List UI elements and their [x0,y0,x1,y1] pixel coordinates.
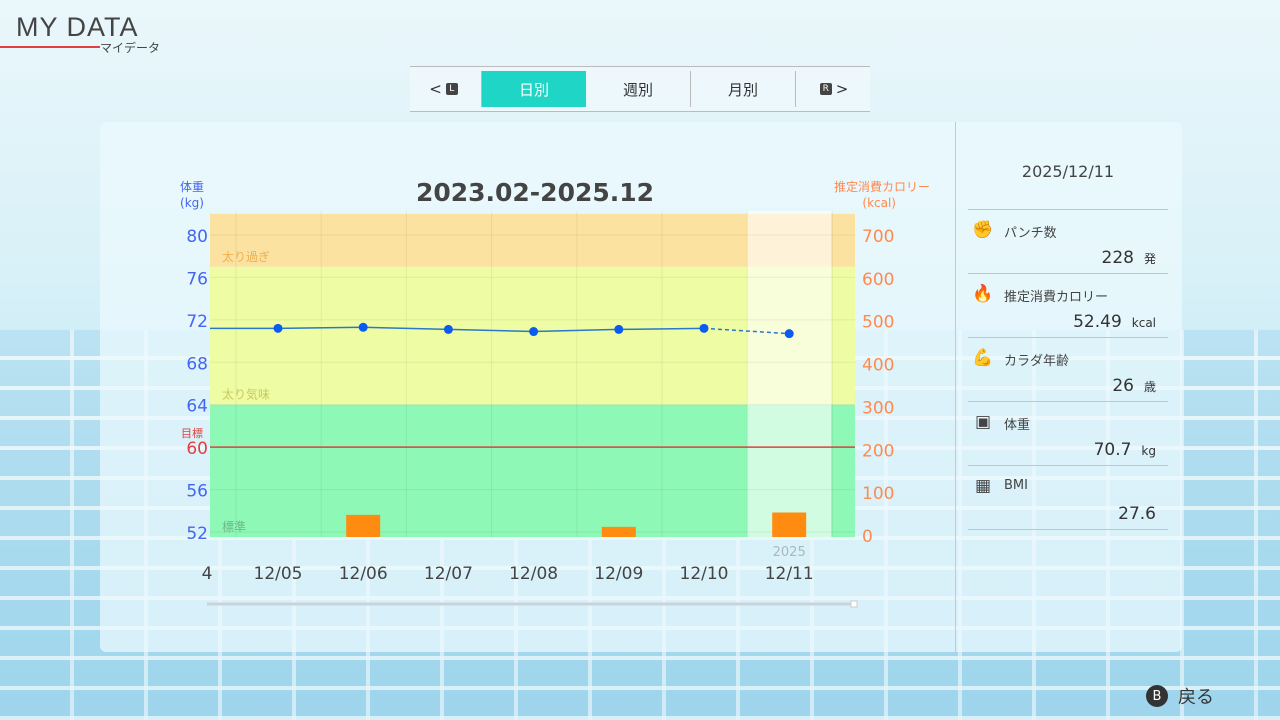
zone-label: 太り気味 [222,387,270,402]
y-right-tick: 400 [862,356,894,376]
zone-label: 太り過ぎ [222,249,270,264]
calorie-bar [772,512,807,537]
calorie-bar [601,526,636,537]
next-tab-button[interactable]: R > [796,71,868,107]
l-key-icon: L [445,83,458,95]
weight-point [358,322,368,332]
day-detail: 2025/12/11 ✊ パンチ数 228 発 🔥 推定消費カロリー 52.49 kc… [968,150,1168,530]
x-tick: 12/06 [339,564,388,584]
stat-number: 52.49 [1073,312,1122,332]
weight-point [699,323,709,333]
stat-label: カラダ年齢 [1004,354,1070,369]
stat-row: ▦ BMI 27.6 [968,465,1168,529]
stat-label: 推定消費カロリー [1004,290,1109,305]
y-right-tick: 300 [862,398,894,418]
chevron-right-icon: > [835,80,849,98]
back-button[interactable]: B 戻る [1146,683,1214,709]
x-tick: 12/07 [424,564,473,584]
page-subtitle: マイデータ [100,41,161,55]
y-right-tick: 600 [862,270,894,290]
target-label: 目標 [181,426,203,440]
stat-value: 228 発 [1102,248,1156,268]
chart-scrollbar-thumb[interactable] [850,600,858,608]
y-left-tick: 52 [186,524,208,544]
zone-label: 標準 [222,519,246,534]
y-left-tick: 64 [186,397,208,417]
y-left-tick: 76 [186,269,208,289]
x-tick: 12/09 [594,564,643,584]
stat-value: 70.7 kg [1094,440,1156,460]
y-left-tick: 72 [186,312,208,332]
scale-icon: ▣ [974,412,992,432]
stat-value: 52.49 kcal [1073,312,1156,332]
chevron-left-icon: < [429,80,442,98]
stat-number: 228 [1101,248,1134,268]
stat-number: 26 [1112,376,1134,396]
y-right-tick: 700 [862,227,894,247]
y-right-label: 推定消費カロリー [834,179,930,194]
selected-column-highlight [747,211,832,537]
y-right-tick: 100 [862,484,894,504]
stat-number: 27.6 [1118,504,1156,524]
selected-date: 2025/12/11 [1021,162,1115,181]
x-tick: 12/10 [680,564,729,584]
y-left-unit: (kg) [180,196,204,210]
y-right-tick: 0 [862,527,873,547]
title-underline [0,46,100,48]
tab-daily[interactable]: 日別 [482,71,586,107]
r-key-icon: R [819,83,832,95]
x-tick: 12/11 [765,564,814,584]
stat-row: 🔥 推定消費カロリー 52.49 kcal [968,273,1168,337]
tab-monthly[interactable]: 月別 [691,71,796,107]
year-label: 2025 [773,545,806,560]
x-tick: 12/05 [254,564,303,584]
y-right-tick: 500 [862,313,894,333]
prev-tab-button[interactable]: < L [410,71,482,107]
boxing-glove-icon: ✊ [972,220,994,240]
y-right-unit: (kcal) [862,196,896,210]
stat-label: 体重 [1004,418,1031,433]
weight-point [529,327,539,337]
x-tick: 12/08 [509,564,558,584]
y-left-tick: 60 [186,439,208,459]
tab-weekly[interactable]: 週別 [586,71,691,107]
weight-point [273,323,283,333]
stat-label: パンチ数 [1004,226,1057,241]
panel-divider [955,122,956,652]
stat-label: BMI [1004,478,1028,493]
weight-point [443,324,453,334]
weight-line-projected [703,327,790,335]
stat-unit: kcal [1131,316,1156,330]
back-label: 戻る [1178,687,1214,708]
stat-number: 70.7 [1093,440,1132,460]
stat-row: ▣ 体重 70.7 kg [968,401,1168,465]
chart-title: 2023.02-2025.12 [416,178,654,207]
y-left-tick: 80 [186,227,208,247]
stat-unit: kg [1141,444,1156,458]
stat-row: ✊ パンチ数 228 発 [968,209,1168,273]
calorie-bar [346,514,381,537]
page-title: MY DATA [16,12,139,42]
x-tick-partial: 4 [202,564,213,584]
stat-unit: 発 [1143,252,1156,266]
weight-point [784,329,794,339]
b-button-icon: B [1146,685,1168,707]
stat-row: 💪 カラダ年齢 26 歳 [968,337,1168,401]
calculator-icon: ▦ [974,476,992,496]
y-left-tick: 56 [186,482,208,502]
stat-value: 26 歳 [1112,376,1156,396]
y-right-tick: 200 [862,441,894,461]
stat-unit: 歳 [1143,380,1156,394]
weight-point [614,324,624,334]
y-left-tick: 68 [186,354,208,374]
flame-icon: 🔥 [972,284,994,304]
period-tabs: < L 日別 週別 月別 R > [410,66,870,112]
body-icon: 💪 [972,348,994,368]
stat-value: 27.6 [1118,504,1156,524]
y-left-label: 体重 [180,180,204,194]
